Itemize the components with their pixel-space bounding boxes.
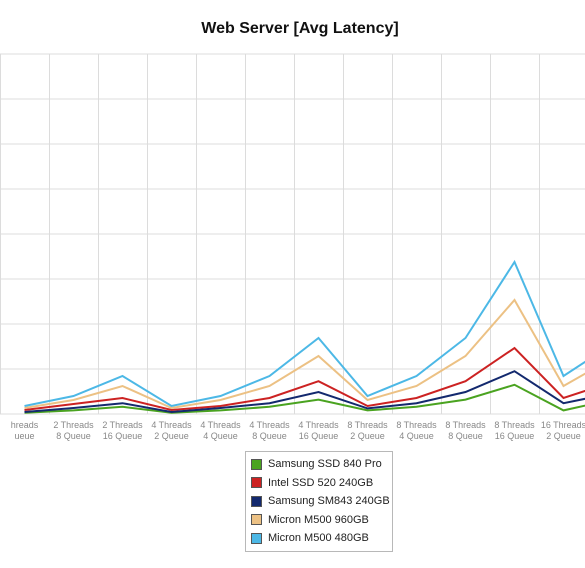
x-tick-label: 8 Threads — [494, 420, 535, 430]
series-line-samsung-sm843-240gb — [24, 370, 585, 414]
x-tick-label: 4 Threads — [151, 420, 192, 430]
x-tick-label: 8 Queue — [448, 431, 483, 441]
grid — [0, 53, 585, 415]
x-tick-label: 4 Threads — [200, 420, 241, 430]
x-tick-label: 8 Threads — [445, 420, 486, 430]
legend-item: Micron M500 960GB — [246, 511, 392, 530]
series-lines — [24, 259, 585, 414]
x-tick-label: 8 Threads — [347, 420, 388, 430]
legend-swatch — [251, 495, 262, 507]
series-line-micron-m500-960gb — [24, 298, 585, 410]
legend-item: Micron M500 480GB — [246, 529, 392, 548]
x-tick-label: ueue — [14, 431, 34, 441]
legend-label: Intel SSD 520 240GB — [268, 476, 374, 489]
legend-label: Samsung SM843 240GB — [268, 495, 390, 508]
x-tick-label: 4 Queue — [203, 431, 238, 441]
x-tick-label: 16 Queue — [299, 431, 339, 441]
x-tick-label: 4 Threads — [249, 420, 290, 430]
series-line-micron-m500-480gb — [24, 259, 585, 408]
x-tick-label: 16 Queue — [103, 431, 143, 441]
series-line-intel-ssd-520-240gb — [24, 346, 585, 412]
legend-item: Samsung SSD 840 Pro — [246, 455, 392, 474]
x-tick-label: 16 Threads — [541, 420, 585, 430]
legend-swatch — [251, 532, 262, 544]
x-tick-label: 8 Threads — [396, 420, 437, 430]
legend-label: Micron M500 960GB — [268, 513, 369, 526]
legend: Samsung SSD 840 Pro Intel SSD 520 240GB Sa… — [245, 451, 393, 552]
x-tick-label: 2 Queue — [154, 431, 189, 441]
legend-label: Samsung SSD 840 Pro — [268, 458, 382, 471]
series-line-samsung-ssd-840-pro — [24, 383, 585, 414]
legend-swatch — [251, 458, 262, 470]
x-tick-label: 16 Queue — [495, 431, 535, 441]
x-tick-label: 2 Queue — [546, 431, 581, 441]
legend-item: Samsung SM843 240GB — [246, 492, 392, 511]
x-tick-label: 8 Queue — [252, 431, 287, 441]
x-tick-label: 8 Queue — [56, 431, 91, 441]
legend-item: Intel SSD 520 240GB — [246, 474, 392, 493]
legend-label: Micron M500 480GB — [268, 532, 369, 545]
legend-swatch — [251, 477, 262, 489]
legend-swatch — [251, 514, 262, 526]
x-tick-label: 2 Threads — [53, 420, 94, 430]
x-tick-label: 2 Queue — [350, 431, 385, 441]
x-tick-label: 4 Threads — [298, 420, 339, 430]
x-tick-label: 4 Queue — [399, 431, 434, 441]
x-tick-label: 2 Threads — [102, 420, 143, 430]
x-tick-label: hreads — [11, 420, 39, 430]
chart-title: Web Server [Avg Latency] — [201, 20, 399, 37]
